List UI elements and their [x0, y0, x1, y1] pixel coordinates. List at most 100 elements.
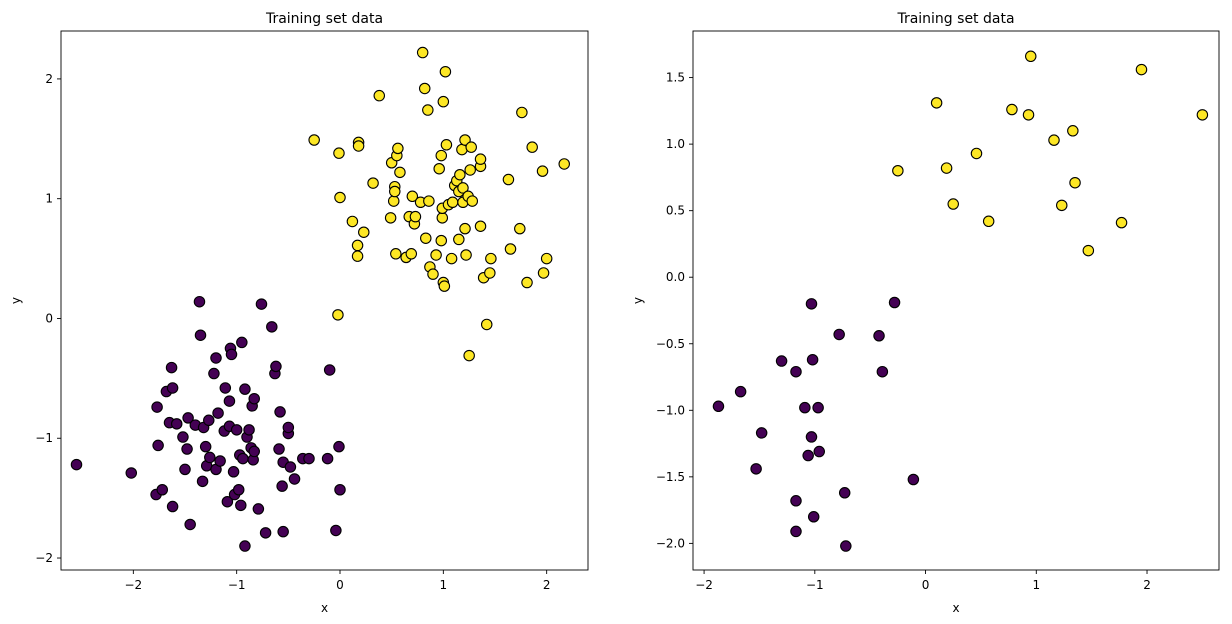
data-point: [182, 412, 194, 424]
x-axis-label: x: [321, 601, 328, 615]
data-point: [445, 252, 458, 265]
data-point: [274, 406, 286, 418]
data-point: [165, 361, 178, 374]
y-tick-label: −1.0: [656, 403, 685, 417]
series-2: [308, 46, 570, 362]
data-point: [358, 226, 370, 238]
data-point: [334, 483, 346, 496]
data-point: [225, 348, 238, 361]
data-point: [333, 147, 345, 159]
data-point: [392, 142, 404, 155]
data-point: [323, 364, 336, 376]
data-point: [750, 463, 762, 475]
x-tick-label: 0: [336, 578, 344, 592]
data-point: [558, 158, 570, 170]
data-point: [166, 500, 179, 513]
y-tick-label: 0: [45, 311, 53, 325]
data-point: [223, 395, 236, 407]
y-tick-label: 1.5: [666, 71, 685, 85]
data-point: [463, 349, 475, 362]
data-point: [484, 267, 496, 279]
data-point: [170, 418, 183, 430]
data-point: [504, 243, 517, 255]
data-point: [775, 355, 788, 367]
x-tick-label: −1: [806, 578, 824, 592]
data-point: [790, 525, 802, 538]
data-point: [308, 134, 320, 146]
data-point: [474, 153, 487, 165]
data-point: [892, 164, 904, 177]
data-point: [204, 451, 216, 464]
data-point: [907, 473, 920, 486]
data-point: [838, 487, 851, 499]
data-point: [536, 165, 549, 177]
data-point: [210, 352, 222, 364]
chart-title: Training set data: [896, 11, 1014, 27]
data-point: [485, 252, 497, 265]
data-point: [474, 220, 487, 232]
data-point: [464, 164, 476, 176]
data-point: [125, 467, 138, 479]
x-tick-label: 1: [440, 578, 448, 592]
data-point: [199, 440, 212, 453]
data-point: [459, 134, 471, 146]
data-point: [1025, 50, 1037, 63]
data-point: [430, 249, 442, 261]
data-point: [179, 463, 191, 476]
data-point: [888, 296, 901, 309]
data-point: [303, 452, 315, 465]
data-point: [1022, 109, 1035, 121]
data-point: [352, 140, 365, 152]
data-point: [1082, 244, 1095, 257]
data-point: [755, 427, 768, 439]
data-point: [712, 400, 725, 413]
data-point: [321, 452, 334, 465]
data-point: [156, 483, 169, 496]
data-point: [416, 46, 429, 59]
data-point: [219, 382, 232, 394]
y-tick-label: −0.5: [656, 337, 685, 351]
data-point: [1006, 103, 1018, 116]
data-point: [982, 215, 995, 228]
data-point: [248, 392, 260, 405]
data-point: [351, 250, 364, 262]
data-point: [332, 309, 344, 321]
data-point: [394, 166, 406, 179]
data-point: [947, 198, 959, 210]
y-tick-label: 0.0: [666, 270, 685, 284]
data-point: [406, 190, 419, 203]
data-point: [214, 455, 226, 467]
data-point: [184, 518, 196, 531]
data-point: [812, 401, 824, 414]
data-point: [232, 483, 245, 496]
data-point: [351, 239, 364, 252]
x-tick-label: 2: [1143, 578, 1151, 592]
data-point: [454, 168, 466, 181]
y-axis-label: y: [9, 297, 23, 304]
y-tick-label: 0.5: [666, 204, 685, 218]
data-point: [540, 252, 553, 265]
data-point: [70, 458, 83, 471]
y-tick-label: −2.0: [656, 536, 685, 550]
data-point: [1135, 63, 1148, 76]
data-point: [456, 143, 468, 156]
x-axis-label: x: [952, 601, 959, 615]
data-point: [273, 443, 285, 455]
data-point: [194, 329, 207, 341]
data-point: [1056, 199, 1068, 212]
data-point: [537, 267, 550, 279]
x-tick-label: −2: [124, 578, 142, 592]
plot-frame: [60, 30, 589, 571]
data-point: [196, 475, 209, 488]
data-point: [940, 162, 953, 174]
data-point: [255, 298, 268, 310]
data-point: [282, 421, 295, 434]
data-point: [221, 495, 234, 508]
data-point: [405, 248, 418, 260]
data-point: [833, 328, 845, 341]
y-axis-label: y: [631, 297, 645, 304]
data-point: [435, 149, 448, 162]
data-point: [1067, 125, 1079, 137]
data-point: [151, 401, 163, 413]
